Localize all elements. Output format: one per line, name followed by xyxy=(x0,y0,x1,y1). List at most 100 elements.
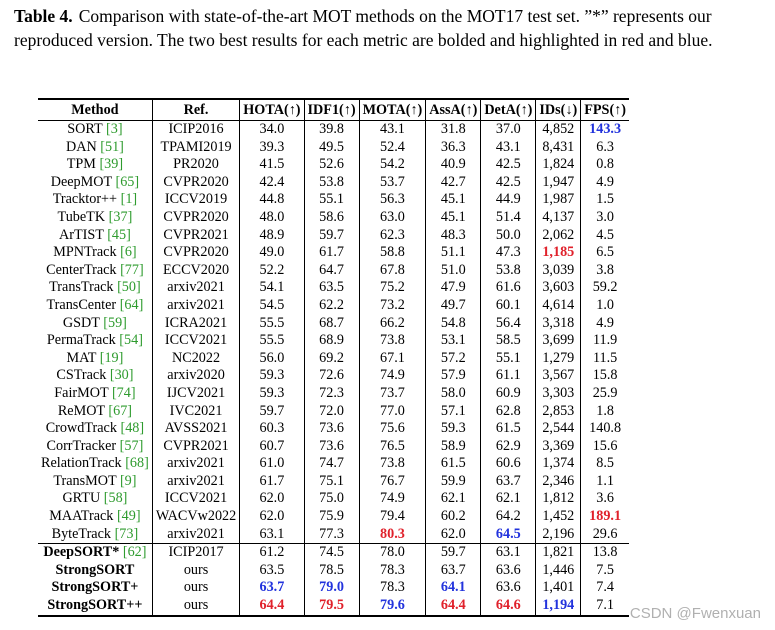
hota-cell: 61.0 xyxy=(239,455,305,473)
citation-link[interactable]: [37] xyxy=(108,208,133,225)
fps-cell: 143.3 xyxy=(589,121,622,137)
deta-cell: 47.3 xyxy=(480,244,537,262)
table-row: Tracktor++ [1] ICCV2019 44.8 55.1 56.3 45.1 44… xyxy=(38,191,629,209)
method-cell: TPM [39] xyxy=(38,156,153,174)
deta-cell: 62.1 xyxy=(480,490,537,509)
method-cell: GRTU [58] xyxy=(38,490,153,509)
assa-cell: 57.1 xyxy=(425,402,482,421)
mota-cell: 78.3 xyxy=(359,579,427,598)
header-method: Method xyxy=(38,99,153,121)
method-name: DeepSORT* xyxy=(43,544,120,561)
citation-link[interactable]: [48] xyxy=(120,420,145,437)
assa-cell: 31.8 xyxy=(425,120,482,139)
deta-cell: 44.9 xyxy=(480,191,537,209)
idf1-cell: 79.0 xyxy=(304,579,360,598)
citation-link[interactable]: [74] xyxy=(111,384,136,401)
mota-cell: 75.2 xyxy=(359,279,427,297)
citation-link[interactable]: [3] xyxy=(106,121,123,137)
table-row: DeepMOT [65] CVPR2020 42.4 53.8 53.7 42.7 42.5… xyxy=(38,173,629,192)
fps-cell: 8.5 xyxy=(596,455,614,472)
citation-link[interactable]: [57] xyxy=(119,437,144,454)
citation-link[interactable]: [67] xyxy=(108,402,133,419)
fps-cell: 1.1 xyxy=(596,472,614,489)
citation-link[interactable]: [51] xyxy=(100,138,124,155)
hota-cell: 61.2 xyxy=(239,543,305,562)
table-row: StrongSORT++ ours 64.4 79.5 79.6 64.4 64.6 1,19… xyxy=(38,597,629,616)
citation-link[interactable]: [45] xyxy=(107,226,131,243)
citation-link[interactable]: [59] xyxy=(103,314,127,331)
deta-cell: 43.1 xyxy=(480,138,537,157)
method-cell: DAN [51] xyxy=(38,138,153,157)
table-row: PermaTrack [54] ICCV2021 55.5 68.9 73.8 53.1 5… xyxy=(38,332,629,350)
table-row: SORT [3] ICIP2016 34.0 39.8 43.1 31.8 37.0 4,85… xyxy=(38,120,629,139)
method-name: StrongSORT xyxy=(55,561,135,578)
hota-cell: 52.2 xyxy=(239,261,305,280)
citation-link[interactable]: [19] xyxy=(99,349,124,366)
method-name: TransTrack xyxy=(49,279,114,296)
deta-cell: 50.0 xyxy=(480,226,537,245)
ours-methods-body: DeepSORT* [62] ICIP2017 61.2 74.5 78.0 59.7 63… xyxy=(38,543,629,616)
mota-cell: 73.2 xyxy=(359,296,427,315)
idf1-cell: 52.6 xyxy=(304,156,360,174)
assa-cell: 57.9 xyxy=(425,367,482,385)
hota-cell: 48.0 xyxy=(239,208,305,227)
idf1-cell: 39.8 xyxy=(304,120,360,139)
idf1-cell: 77.3 xyxy=(304,525,360,544)
reference-cell: ours xyxy=(152,579,241,598)
assa-cell: 47.9 xyxy=(425,279,482,297)
mota-cell: 78.3 xyxy=(359,561,427,580)
idf1-cell: 74.5 xyxy=(304,543,360,562)
hota-cell: 59.3 xyxy=(239,367,305,385)
table-row: TPM [39] PR2020 41.5 52.6 54.2 40.9 42.5 1,824 0… xyxy=(38,156,629,174)
reference-cell: CVPR2021 xyxy=(152,437,241,456)
reference-cell: ECCV2020 xyxy=(152,261,241,280)
citation-link[interactable]: [77] xyxy=(120,261,144,278)
idf1-cell: 63.5 xyxy=(304,279,360,297)
deta-cell: 51.4 xyxy=(480,208,537,227)
citation-link[interactable]: [62] xyxy=(122,544,147,561)
assa-cell: 51.1 xyxy=(425,244,482,262)
method-name: RelationTrack xyxy=(41,455,122,472)
method-name: StrongSORT+ xyxy=(51,579,139,596)
citation-link[interactable]: [49] xyxy=(116,508,141,525)
mota-cell: 67.1 xyxy=(359,349,427,368)
method-name: SORT xyxy=(67,121,103,137)
citation-link[interactable]: [64] xyxy=(119,296,144,313)
hota-cell: 63.1 xyxy=(239,525,305,544)
mota-cell: 73.7 xyxy=(359,384,427,403)
deta-cell: 64.5 xyxy=(480,525,537,544)
deta-cell: 61.5 xyxy=(480,420,537,438)
deta-cell: 42.5 xyxy=(480,156,537,174)
citation-link[interactable]: [54] xyxy=(119,332,143,349)
method-cell: ByteTrack [73] xyxy=(38,525,153,544)
hota-cell: 62.0 xyxy=(239,490,305,509)
method-name: FairMOT xyxy=(54,384,109,401)
idf1-cell: 72.0 xyxy=(304,402,360,421)
reference-cell: ICCV2021 xyxy=(152,490,241,509)
header-ref: Ref. xyxy=(152,99,241,121)
table-row: MPNTrack [6] CVPR2020 49.0 61.7 58.8 51.1 47.3… xyxy=(38,244,629,262)
citation-link[interactable]: [39] xyxy=(99,156,124,173)
citation-link[interactable]: [65] xyxy=(115,173,140,190)
citation-link[interactable]: [9] xyxy=(119,472,137,489)
fps-cell: 1.8 xyxy=(596,402,614,419)
citation-link[interactable]: [30] xyxy=(109,367,134,384)
mota-cell: 43.1 xyxy=(359,120,427,139)
mota-cell: 66.2 xyxy=(359,314,427,333)
assa-cell: 57.2 xyxy=(425,349,482,368)
citation-link[interactable]: [73] xyxy=(114,525,139,542)
mota-cell: 73.8 xyxy=(359,332,427,350)
mota-cell: 73.8 xyxy=(359,455,427,473)
citation-link[interactable]: [58] xyxy=(103,490,128,507)
deta-cell: 62.8 xyxy=(480,402,537,421)
citation-link[interactable]: [6] xyxy=(120,244,137,261)
assa-cell: 64.1 xyxy=(425,579,482,598)
citation-link[interactable]: [68] xyxy=(125,455,149,472)
deta-cell: 63.7 xyxy=(480,472,537,491)
fps-cell: 6.3 xyxy=(596,138,614,155)
table-row: RelationTrack [68] arxiv2021 61.0 74.7 73.8 6… xyxy=(38,455,629,473)
reference-cell: arxiv2020 xyxy=(152,367,241,385)
citation-link[interactable]: [1] xyxy=(120,191,138,208)
idf1-cell: 75.9 xyxy=(304,508,360,526)
citation-link[interactable]: [50] xyxy=(117,279,141,296)
